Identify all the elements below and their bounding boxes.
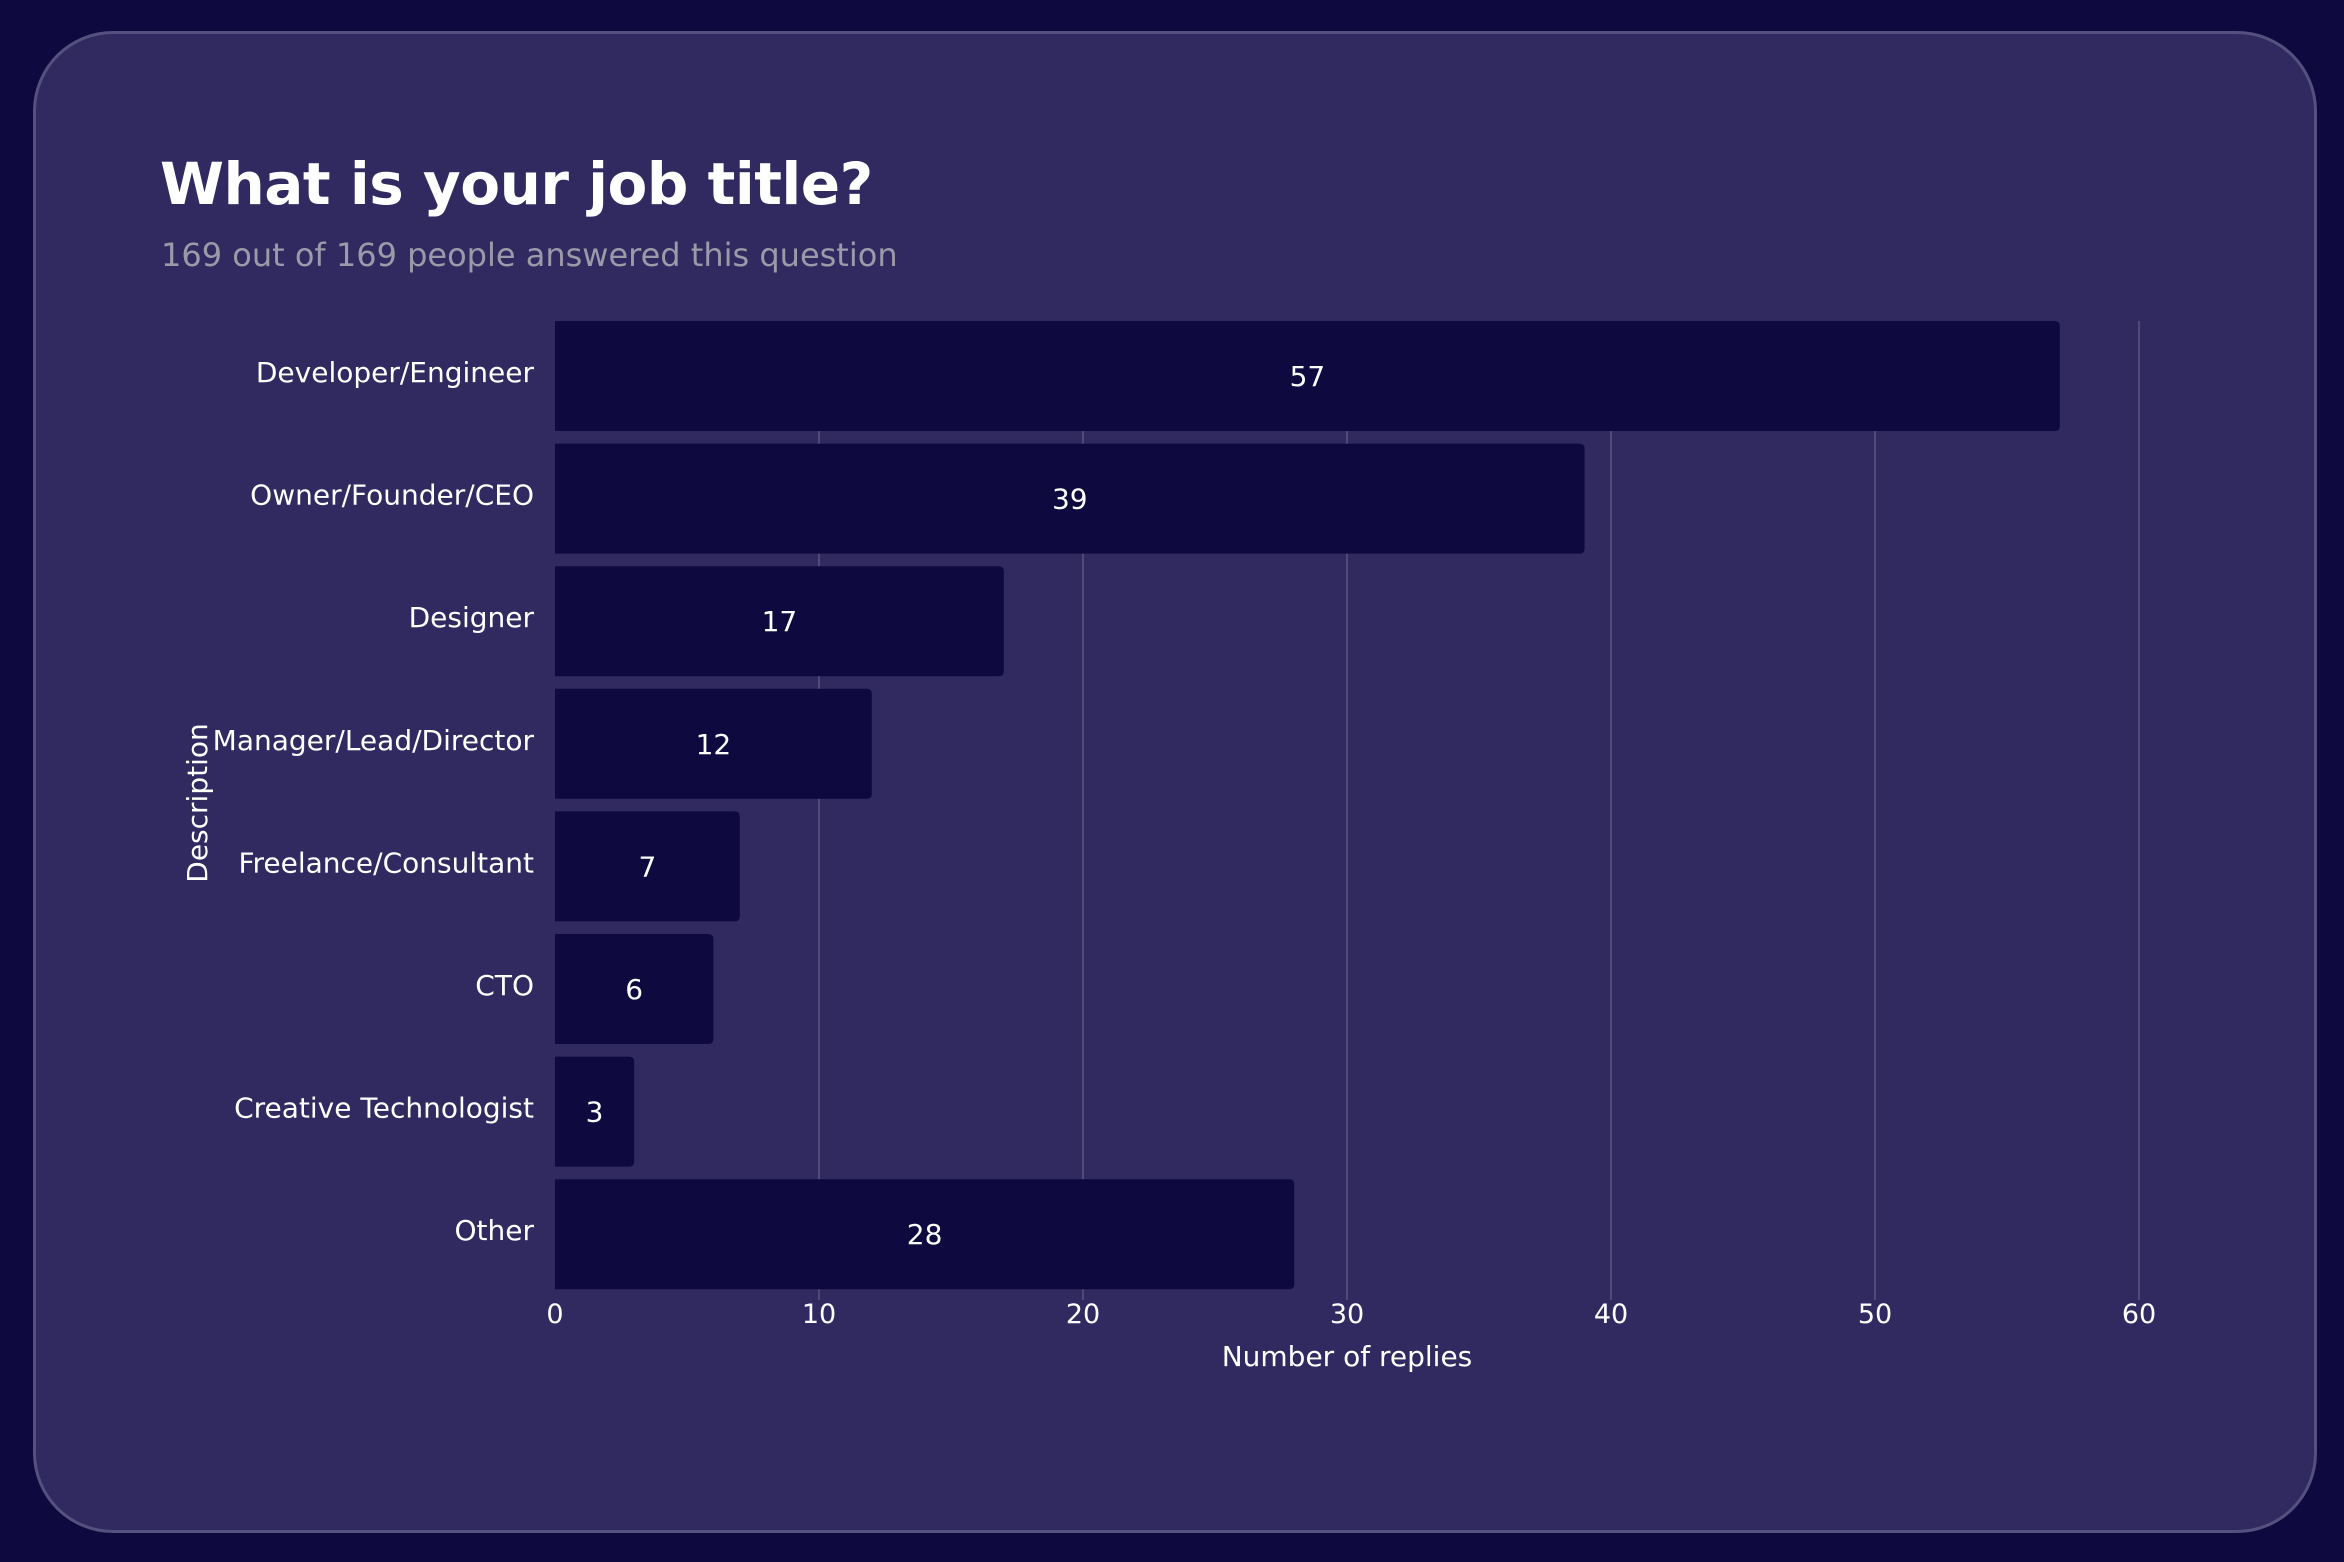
chart-subtitle: 169 out of 169 people answered this ques… xyxy=(161,236,898,274)
x-tick-label: 30 xyxy=(1330,1299,1364,1330)
x-tick-label: 20 xyxy=(1066,1299,1100,1330)
category-label: Owner/Founder/CEO xyxy=(250,479,534,512)
data-label: 6 xyxy=(625,973,643,1006)
x-tick-label: 40 xyxy=(1594,1299,1628,1330)
x-tick-label: 10 xyxy=(802,1299,836,1330)
bar[interactable] xyxy=(555,566,1004,677)
x-tick-label: 50 xyxy=(1858,1299,1892,1330)
data-label: 7 xyxy=(638,850,656,883)
data-label: 12 xyxy=(696,728,732,761)
data-label: 57 xyxy=(1290,360,1326,393)
x-tick-label: 0 xyxy=(546,1299,563,1330)
y-axis-title: Description xyxy=(181,723,214,882)
bar[interactable] xyxy=(555,321,2060,431)
x-axis-title: Number of replies xyxy=(1222,1340,1473,1373)
bar[interactable] xyxy=(555,934,714,1044)
category-label: Designer xyxy=(409,601,535,634)
x-tick-label: 60 xyxy=(2122,1299,2156,1330)
data-label: 17 xyxy=(762,605,798,638)
bar[interactable] xyxy=(555,443,1585,554)
category-label: Freelance/Consultant xyxy=(238,846,534,879)
bar[interactable] xyxy=(555,811,740,922)
category-label: Developer/Engineer xyxy=(256,356,535,389)
category-label: CTO xyxy=(475,969,534,1002)
chart-title: What is your job title? xyxy=(160,150,873,218)
data-label: 39 xyxy=(1052,483,1088,516)
category-label: Other xyxy=(454,1214,534,1247)
category-label: Manager/Lead/Director xyxy=(213,724,535,757)
bar[interactable] xyxy=(555,1056,635,1167)
data-label: 3 xyxy=(586,1096,604,1129)
bar[interactable] xyxy=(555,688,872,799)
category-label: Creative Technologist xyxy=(234,1092,534,1125)
data-label: 28 xyxy=(907,1218,943,1251)
bar[interactable] xyxy=(555,1179,1295,1290)
